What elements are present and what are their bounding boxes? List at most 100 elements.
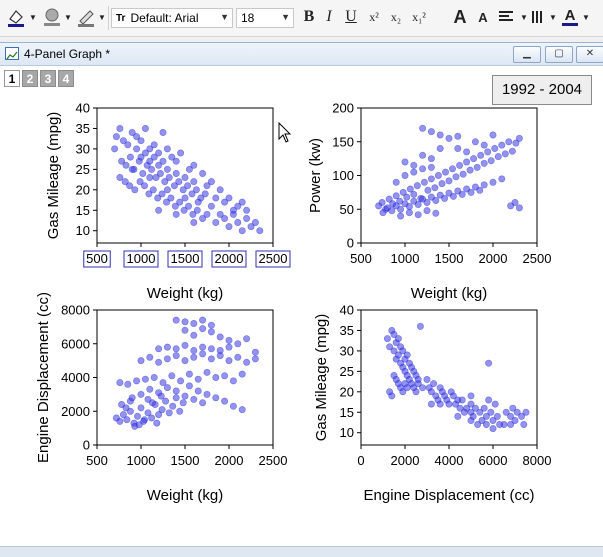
data-point	[432, 197, 440, 205]
data-point	[412, 388, 420, 396]
data-point	[436, 145, 444, 153]
close-button[interactable]: ✕	[576, 46, 603, 63]
pattern-icon[interactable]	[40, 6, 66, 28]
data-point	[469, 412, 477, 420]
data-point	[181, 341, 189, 349]
data-point	[505, 138, 513, 146]
font-type-icon: Tr	[116, 12, 126, 24]
y-tick-label: 0	[347, 236, 354, 251]
data-point	[436, 400, 444, 408]
y-tick-label: 8000	[61, 303, 90, 318]
data-point	[493, 412, 501, 420]
y-axis-title: Power (kw)	[307, 138, 324, 213]
data-point	[128, 165, 136, 173]
data-point	[251, 355, 259, 363]
chevron-down-icon[interactable]: ▼	[98, 12, 106, 22]
chevron-down-icon[interactable]: ▼	[520, 12, 528, 22]
column-icon[interactable]	[528, 6, 548, 28]
layer-tab-2[interactable]: 2	[22, 70, 38, 87]
data-point	[225, 223, 233, 231]
layer-tab-1[interactable]: 1	[4, 70, 20, 87]
data-point	[392, 178, 400, 186]
data-point	[124, 141, 132, 149]
chevron-down-icon[interactable]: ▼	[549, 12, 557, 22]
layer-tab-3[interactable]: 3	[40, 70, 56, 87]
data-point	[133, 145, 141, 153]
data-point	[396, 197, 404, 205]
data-point	[480, 181, 488, 189]
increase-font-button[interactable]: A	[453, 6, 467, 27]
data-point	[181, 326, 189, 334]
data-point	[180, 206, 188, 214]
data-point	[194, 387, 202, 395]
data-point	[172, 157, 180, 165]
chevron-down-icon[interactable]: ▼	[64, 12, 72, 22]
data-point	[150, 141, 158, 149]
data-point	[234, 219, 242, 227]
y-tick-label: 30	[340, 343, 354, 358]
chevron-down-icon[interactable]: ▼	[582, 12, 590, 22]
subscript-button[interactable]: x₂	[390, 9, 402, 24]
data-point	[146, 353, 154, 361]
data-point	[401, 172, 409, 180]
data-point	[485, 396, 493, 404]
data-point	[168, 372, 176, 380]
chevron-down-icon: ▼	[281, 12, 290, 22]
underline-button[interactable]: U	[345, 8, 357, 25]
layer-tab-4[interactable]: 4	[58, 70, 74, 87]
year-range-label[interactable]: 1992 - 2004	[492, 75, 592, 105]
data-point	[489, 178, 497, 186]
x-tick-label-selection	[83, 250, 111, 268]
font-name-select[interactable]: Tr Default: Arial ▼	[111, 8, 233, 28]
maximize-button[interactable]: ▢	[545, 46, 573, 63]
data-point	[131, 186, 139, 194]
data-point	[159, 129, 167, 137]
data-point	[436, 191, 444, 199]
data-point	[238, 406, 246, 414]
chevron-down-icon[interactable]: ▼	[29, 12, 37, 22]
y-axis-title: Gas Mileage (mpg)	[45, 112, 62, 240]
data-point	[487, 408, 495, 416]
minimize-button[interactable]: ▁	[513, 46, 541, 63]
data-point	[155, 206, 163, 214]
bold-button[interactable]: B	[303, 8, 315, 25]
line-color-icon[interactable]	[74, 6, 100, 28]
font-size-select[interactable]: 18 ▼	[236, 8, 294, 28]
data-point	[445, 177, 453, 185]
super-sub-button[interactable]: x₁²	[412, 9, 426, 24]
data-point	[212, 373, 220, 381]
data-point	[181, 194, 189, 202]
data-point	[482, 420, 490, 428]
data-point	[155, 389, 163, 397]
window-titlebar[interactable]: 4-Panel Graph * ▁ ▢ ✕	[0, 43, 603, 66]
data-point	[454, 145, 462, 153]
italic-button[interactable]: I	[326, 8, 332, 25]
y-tick-label: 10	[76, 223, 90, 238]
data-point	[476, 186, 484, 194]
data-point	[458, 190, 466, 198]
data-point	[199, 350, 207, 358]
data-point	[452, 173, 460, 181]
y-tick-label: 6000	[61, 336, 90, 351]
data-point	[140, 417, 148, 425]
data-point	[126, 407, 134, 415]
data-point	[507, 420, 515, 428]
align-icon[interactable]	[496, 6, 518, 28]
data-point	[414, 211, 422, 219]
text-color-button[interactable]: A	[560, 6, 580, 28]
fill-color-icon[interactable]	[4, 6, 30, 28]
data-point	[477, 151, 485, 159]
data-point	[119, 411, 127, 419]
data-point	[419, 124, 427, 132]
data-point	[163, 355, 171, 363]
data-point	[150, 153, 158, 161]
data-point	[445, 189, 453, 197]
decrease-font-button[interactable]: A	[478, 9, 488, 25]
superscript-button[interactable]: x²	[369, 9, 379, 24]
data-point	[471, 183, 479, 191]
data-point	[480, 404, 488, 412]
data-point	[137, 390, 145, 398]
data-point	[163, 384, 171, 392]
data-point	[476, 408, 484, 416]
data-point	[511, 416, 519, 424]
